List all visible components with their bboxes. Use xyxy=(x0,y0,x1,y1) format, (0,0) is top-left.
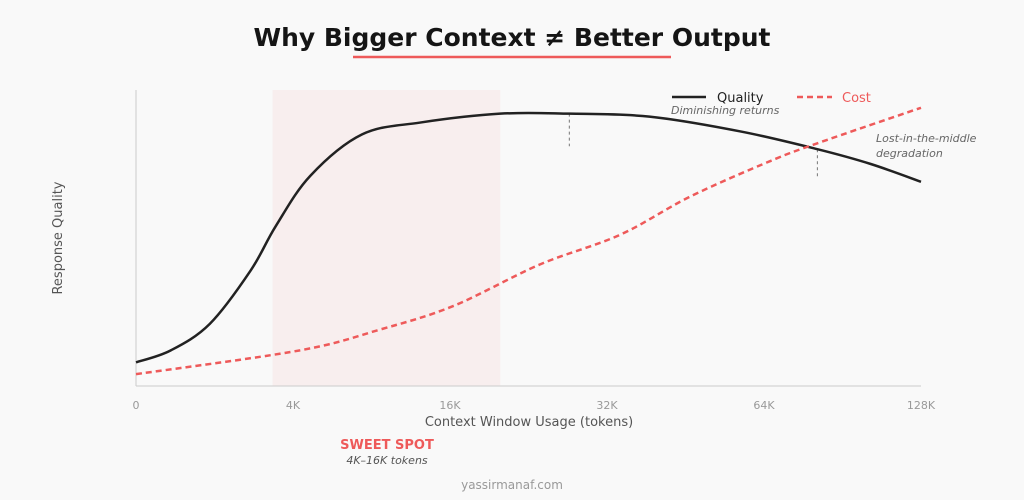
annotation-line-2: degradation xyxy=(876,147,943,160)
sweet-spot-sublabel: 4K–16K tokens xyxy=(346,454,428,467)
annotation-line-1: Lost-in-the-middle xyxy=(876,132,977,145)
legend: Quality Cost xyxy=(672,91,871,106)
series-line-cost xyxy=(135,106,922,376)
x-tick-label: 0 xyxy=(133,399,140,412)
series-line-quality xyxy=(135,111,922,364)
x-axis-label: Context Window Usage (tokens) xyxy=(425,415,633,430)
legend-cost-label: Cost xyxy=(842,91,871,106)
y-axis-label: Response Quality xyxy=(51,181,66,294)
x-tick-label: 4K xyxy=(286,399,301,412)
legend-quality-label: Quality xyxy=(717,91,764,106)
x-tick-label: 16K xyxy=(439,399,461,412)
annotation-lost-in-middle: Lost-in-the-middle degradation xyxy=(876,132,980,160)
sweet-spot-region xyxy=(272,90,501,386)
x-tick-label: 64K xyxy=(753,399,775,412)
chart-title: Why Bigger Context ≠ Better Output xyxy=(254,23,771,52)
x-tick-label: 128K xyxy=(907,399,936,412)
annotation-diminishing-returns: Diminishing returns xyxy=(671,104,780,117)
x-tick-label: 32K xyxy=(596,399,618,412)
footer-credit: yassirmanaf.com xyxy=(461,478,563,492)
sweet-spot-label: SWEET SPOT xyxy=(340,438,434,453)
